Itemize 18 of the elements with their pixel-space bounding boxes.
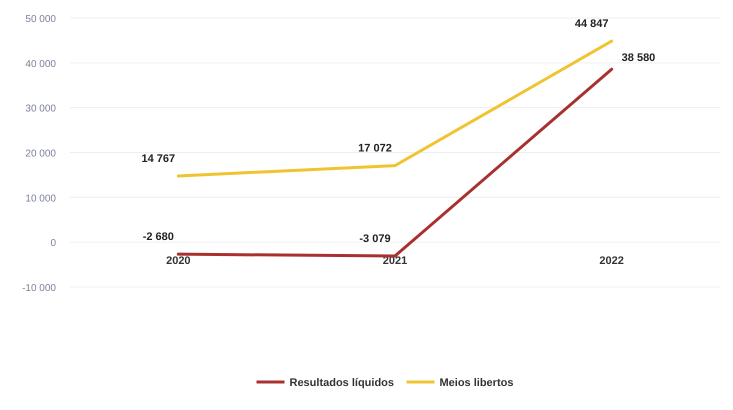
data-label: 38 580 [622, 52, 656, 64]
data-label: 44 847 [574, 18, 608, 30]
legend-label: Meios libertos [440, 377, 514, 389]
x-tick-label: 2020 [166, 255, 191, 268]
y-tick-label: 10 000 [25, 193, 56, 204]
x-tick-label: 2021 [382, 255, 408, 268]
y-tick-label: 30 000 [25, 104, 56, 115]
y-tick-label: 20 000 [25, 148, 56, 160]
y-tick-label: 50 000 [25, 14, 56, 25]
legend-label: Resultados líquidos [290, 377, 394, 389]
x-tick-label: 2022 [599, 255, 624, 268]
data-label: -2 680 [142, 231, 174, 244]
data-label: -3 079 [359, 232, 391, 245]
y-tick-label: 40 000 [25, 58, 56, 70]
data-label: 14 767 [142, 152, 176, 165]
y-tick-label: 0 [50, 238, 56, 250]
data-label: 17 072 [358, 142, 392, 155]
y-tick-label: -10 000 [22, 283, 56, 294]
